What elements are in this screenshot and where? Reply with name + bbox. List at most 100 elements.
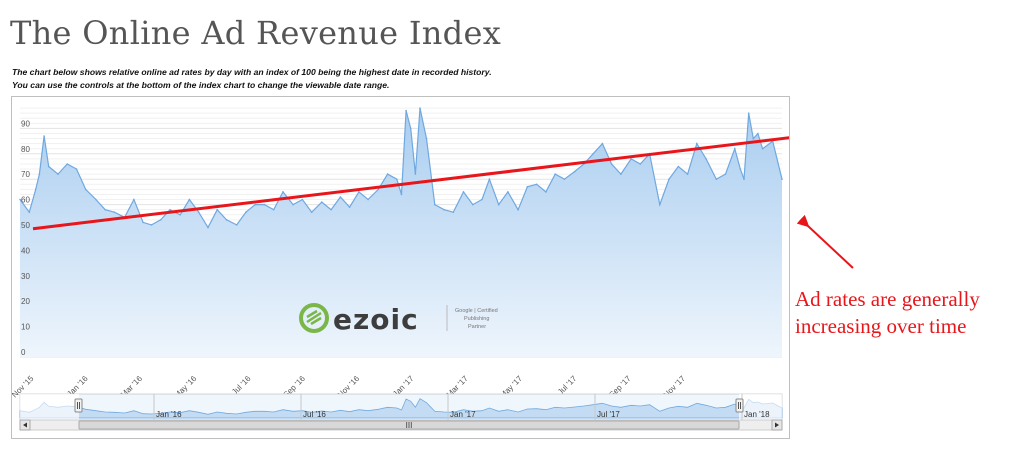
data-point — [150, 224, 153, 226]
data-point — [235, 224, 238, 226]
data-point — [330, 208, 332, 211]
ezoic-logo-text: ezoic — [333, 303, 419, 336]
data-point — [419, 107, 421, 109]
data-point — [113, 211, 116, 213]
y-tick-label: 20 — [21, 297, 30, 306]
scroll-left-button[interactable] — [19, 419, 31, 431]
data-point — [425, 137, 428, 140]
y-tick-label: 60 — [21, 196, 30, 205]
data-point — [715, 178, 718, 180]
scrollbar-grip: III — [406, 421, 413, 430]
data-point — [677, 165, 680, 168]
data-point — [263, 203, 266, 206]
data-point — [639, 163, 642, 165]
navigator-handle-left[interactable] — [74, 398, 83, 413]
y-tick-label: 0 — [21, 348, 26, 357]
data-point — [254, 203, 256, 206]
y-tick-label: 70 — [21, 170, 30, 179]
navigator-handle-right[interactable] — [735, 398, 744, 413]
data-point — [734, 147, 736, 150]
data-point — [452, 211, 455, 213]
data-point — [197, 211, 200, 213]
data-point — [601, 142, 604, 145]
data-point — [245, 211, 247, 213]
data-point — [377, 188, 380, 191]
data-point — [757, 132, 759, 135]
data-point — [752, 137, 755, 140]
navigator-labels: Jan '16 Jul '16 Jan '17 Jul '17 Jan '18 — [153, 394, 770, 420]
data-point — [179, 214, 181, 216]
data-point — [19, 198, 21, 201]
chart-description-line-1: The chart below shows relative online ad… — [12, 67, 492, 77]
y-tick-label: 10 — [21, 323, 30, 332]
navigator-label: Jul '17 — [597, 410, 620, 419]
y-tick-label: 80 — [21, 145, 30, 154]
data-point — [443, 208, 445, 211]
data-point — [659, 203, 661, 206]
data-point — [142, 221, 144, 224]
data-point — [747, 112, 750, 114]
data-point — [301, 198, 304, 201]
data-point — [225, 219, 228, 221]
data-point — [207, 226, 209, 229]
data-point — [610, 163, 613, 165]
data-point — [668, 178, 670, 180]
annotation-text: Ad rates are generally increasing over t… — [795, 286, 1020, 340]
ezoic-logo-icon — [299, 303, 329, 333]
data-point — [434, 203, 436, 206]
data-point — [526, 186, 529, 188]
navigator-label: Jul '16 — [303, 410, 326, 419]
navigator[interactable]: Jan '16 Jul '16 Jan '17 Jul '17 Jan '18 III — [19, 393, 783, 431]
data-point — [405, 109, 407, 112]
data-point — [348, 206, 351, 208]
data-point — [686, 173, 689, 175]
data-point — [409, 127, 412, 130]
chart-description-line-2: You can use the controls at the bottom o… — [12, 80, 390, 90]
data-point — [188, 198, 191, 201]
data-point — [563, 178, 566, 180]
data-point — [358, 191, 360, 193]
navigator-series — [19, 398, 783, 419]
data-point — [95, 198, 97, 201]
data-point — [169, 208, 171, 211]
navigator-selection[interactable] — [79, 394, 739, 420]
data-point — [781, 178, 783, 180]
trend-arrow — [32, 136, 789, 231]
navigator-label: Jan '18 — [744, 410, 770, 419]
data-point — [481, 198, 483, 201]
navigator-mask-left — [20, 394, 79, 420]
data-point — [396, 178, 398, 180]
data-point — [43, 135, 45, 137]
data-point — [367, 198, 369, 201]
data-point — [310, 211, 313, 213]
google-badge-line-2: Publishing — [464, 316, 489, 322]
data-point — [292, 203, 294, 206]
ezoic-logo-swoosh — [306, 309, 322, 326]
x-tick-label: Jul '17 — [556, 374, 579, 397]
data-point — [630, 158, 632, 160]
data-point — [38, 173, 41, 175]
data-point — [724, 173, 727, 175]
data-point — [620, 173, 622, 175]
data-point — [414, 173, 417, 175]
y-tick-label: 90 — [21, 119, 30, 128]
data-point — [104, 208, 106, 211]
data-point — [507, 191, 509, 193]
navigator-area — [19, 398, 783, 419]
data-point — [75, 168, 78, 170]
data-point — [386, 173, 389, 175]
scroll-right-button[interactable] — [771, 419, 783, 431]
annotation-line-2: increasing over time — [795, 314, 967, 338]
arrow-right-icon — [775, 422, 779, 428]
data-point — [28, 211, 31, 213]
google-badge-line-3: Partner — [468, 324, 486, 330]
scrollbar-thumb[interactable] — [78, 420, 740, 430]
data-point — [400, 193, 403, 196]
y-tick-label: 40 — [21, 246, 30, 255]
data-point — [517, 208, 519, 211]
series-area — [19, 107, 783, 357]
data-point — [592, 153, 594, 155]
data-point — [133, 198, 135, 201]
index-chart: 0 10 20 30 40 50 60 70 80 90 Nov '15 Jan '16 Mar '1… — [11, 96, 790, 439]
